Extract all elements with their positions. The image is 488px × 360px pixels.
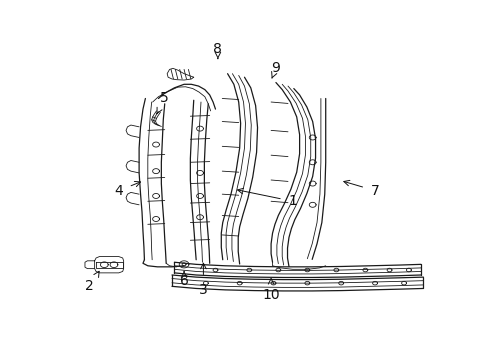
Text: 6: 6 — [179, 271, 188, 288]
Text: 2: 2 — [85, 271, 99, 293]
Text: 1: 1 — [237, 188, 297, 208]
Text: 9: 9 — [271, 61, 280, 78]
Text: 10: 10 — [262, 279, 279, 302]
Text: 7: 7 — [343, 180, 379, 198]
Text: 3: 3 — [199, 263, 207, 297]
Text: 8: 8 — [213, 42, 222, 59]
Text: 4: 4 — [114, 181, 140, 198]
Text: 5: 5 — [157, 91, 169, 114]
